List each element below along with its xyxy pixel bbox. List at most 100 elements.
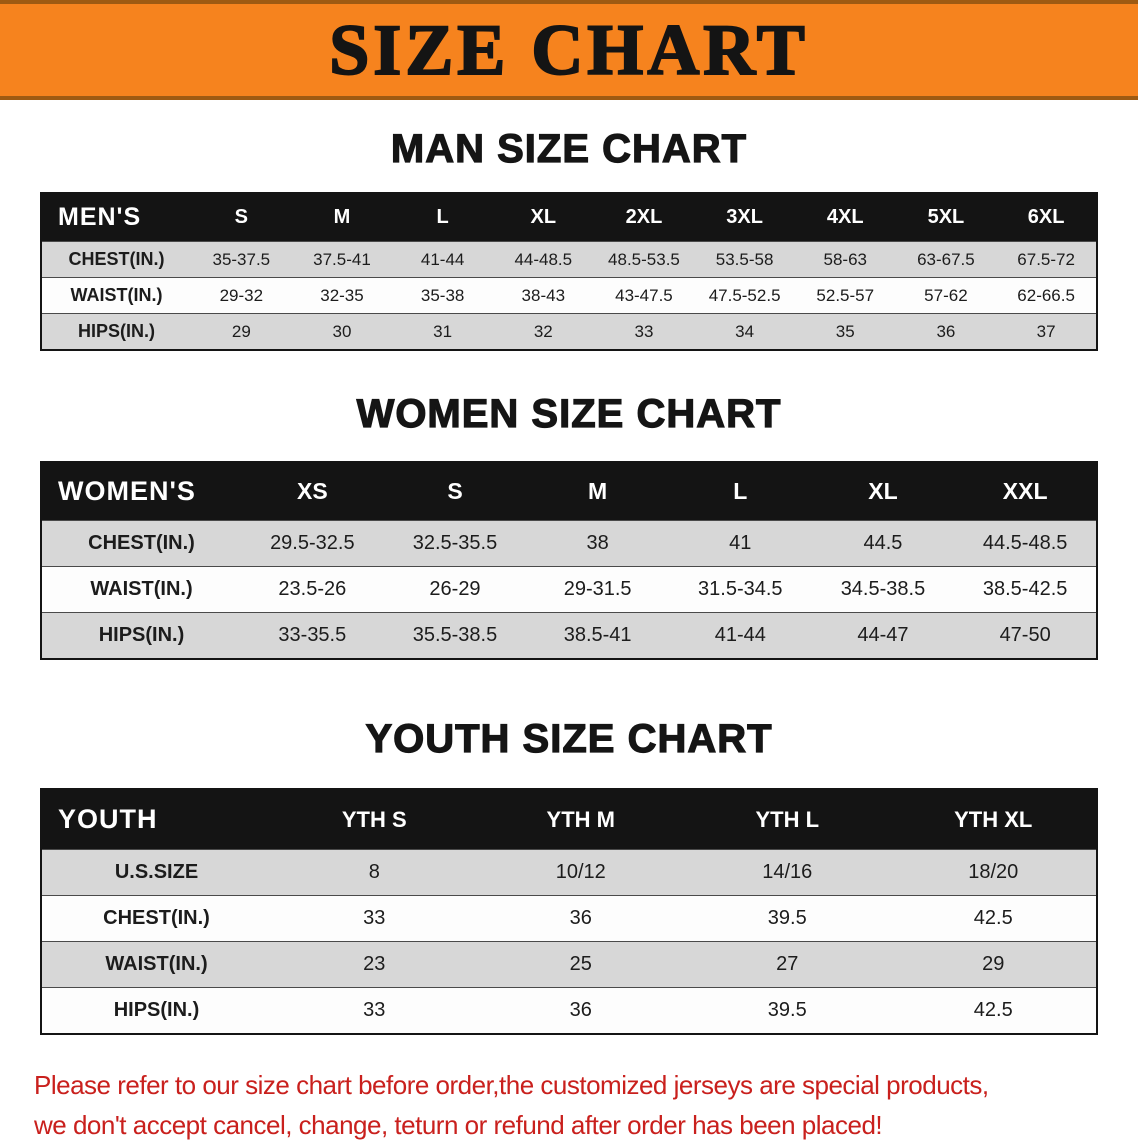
- size-cell: 57-62: [924, 285, 968, 305]
- row-label: WAIST(IN.): [70, 285, 163, 305]
- size-cell: 41: [729, 532, 752, 554]
- youth-section-heading: YOUTH SIZE CHART: [365, 716, 773, 761]
- men-size-column-header: S: [191, 193, 292, 242]
- size-cell: 29: [982, 953, 1005, 975]
- size-cell: 33-35.5: [278, 624, 347, 646]
- size-cell: 37.5-41: [313, 249, 371, 269]
- size-cell: 36: [569, 999, 592, 1021]
- size-cell: 29-31.5: [563, 578, 632, 600]
- size-cell: 39.5: [767, 907, 807, 929]
- size-cell: 36: [936, 321, 956, 341]
- women-section-heading: WOMEN SIZE CHART: [356, 391, 782, 436]
- size-cell: 33: [363, 907, 386, 929]
- size-cell: 33: [634, 321, 654, 341]
- size-cell: 33: [363, 999, 386, 1021]
- banner: SIZE CHART: [0, 0, 1138, 100]
- men-table-header-row: MEN'S S M L XL 2XL 3XL 4XL 5XL 6XL: [41, 193, 1097, 242]
- row-label: CHEST(IN.): [103, 907, 210, 929]
- size-cell: 30: [332, 321, 352, 341]
- youth-size-column-header: YTH S: [271, 789, 478, 850]
- size-cell: 38-43: [521, 285, 566, 305]
- women-chest-row: CHEST(IN.) 29.5-32.5 32.5-35.5 38 41 44.…: [41, 520, 1097, 567]
- women-size-column-header: L: [668, 462, 812, 521]
- youth-table-corner-label: YOUTH: [41, 789, 271, 850]
- row-label: WAIST(IN.): [105, 953, 208, 975]
- size-cell: 41-44: [420, 249, 465, 269]
- size-cell: 52.5-57: [816, 285, 875, 305]
- women-section: WOMEN SIZE CHART WOMEN'S XS S M L XL XXL…: [0, 391, 1138, 660]
- youth-section: YOUTH SIZE CHART YOUTH YTH S YTH M YTH L…: [0, 716, 1138, 1035]
- youth-size-column-header: YTH XL: [890, 789, 1097, 850]
- row-label: WAIST(IN.): [90, 578, 193, 600]
- size-cell: 31.5-34.5: [698, 578, 783, 600]
- row-label: U.S.SIZE: [114, 861, 199, 883]
- disclaimer-line-2: we don't accept cancel, change, teturn o…: [34, 1110, 883, 1141]
- size-cell: 25: [569, 953, 592, 975]
- men-waist-row: WAIST(IN.) 29-32 32-35 35-38 38-43 43-47…: [41, 277, 1097, 314]
- disclaimer-note: Please refer to our size chart before or…: [34, 1065, 1138, 1146]
- women-size-column-header: XS: [241, 462, 384, 521]
- size-cell: 35-38: [420, 285, 465, 305]
- size-cell: 18/20: [968, 861, 1019, 883]
- size-cell: 32: [533, 321, 553, 341]
- men-size-column-header: M: [291, 193, 393, 242]
- women-size-column-header: S: [383, 462, 527, 521]
- men-size-column-header: 5XL: [895, 193, 997, 242]
- size-cell: 47-50: [999, 624, 1051, 646]
- youth-size-column-header: YTH L: [684, 789, 891, 850]
- men-section: MAN SIZE CHART MEN'S S M L XL 2XL 3XL 4X…: [0, 126, 1138, 351]
- size-cell: 34.5-38.5: [840, 578, 926, 600]
- size-cell: 35: [835, 321, 855, 341]
- size-cell: 44-48.5: [514, 249, 573, 269]
- size-cell: 10/12: [555, 861, 606, 883]
- size-cell: 32-35: [320, 285, 364, 305]
- row-label: HIPS(IN.): [98, 624, 185, 646]
- size-cell: 58-63: [823, 249, 867, 269]
- size-cell: 37: [1036, 321, 1056, 341]
- size-cell: 48.5-53.5: [608, 249, 680, 269]
- row-label: HIPS(IN.): [113, 999, 200, 1021]
- women-table-corner-label: WOMEN'S: [41, 462, 241, 521]
- size-cell: 38.5-42.5: [982, 578, 1068, 600]
- size-cell: 42.5: [973, 907, 1013, 929]
- size-cell: 34: [735, 321, 755, 341]
- men-size-column-header: 3XL: [694, 193, 795, 242]
- men-size-column-header: L: [392, 193, 493, 242]
- size-cell: 42.5: [973, 999, 1013, 1021]
- size-cell: 44-47: [857, 624, 909, 646]
- size-cell: 27: [776, 953, 799, 975]
- size-cell: 29.5-32.5: [270, 532, 355, 554]
- size-cell: 29: [231, 321, 251, 341]
- women-hips-row: HIPS(IN.) 33-35.5 35.5-38.5 38.5-41 41-4…: [41, 612, 1097, 659]
- size-cell: 47.5-52.5: [708, 285, 781, 305]
- size-cell: 26-29: [429, 578, 481, 600]
- size-cell: 35-37.5: [212, 249, 271, 269]
- women-size-column-header: XL: [811, 462, 955, 521]
- size-cell: 32.5-35.5: [412, 532, 498, 554]
- men-size-table: MEN'S S M L XL 2XL 3XL 4XL 5XL 6XL CHEST…: [40, 192, 1098, 351]
- size-cell: 62-66.5: [1017, 285, 1075, 305]
- men-size-column-header: 4XL: [794, 193, 896, 242]
- men-size-column-header: 6XL: [996, 193, 1097, 242]
- size-cell: 43-47.5: [615, 285, 673, 305]
- size-cell: 63-67.5: [917, 249, 975, 269]
- row-label: HIPS(IN.): [77, 321, 155, 341]
- youth-ussize-row: U.S.SIZE 8 10/12 14/16 18/20: [41, 849, 1097, 896]
- page-title: SIZE CHART: [328, 10, 809, 90]
- women-size-column-header: XXL: [954, 462, 1097, 521]
- size-cell: 36: [569, 907, 592, 929]
- men-hips-row: HIPS(IN.) 29 30 31 32 33 34 35 36 37: [41, 313, 1097, 350]
- size-cell: 31: [433, 321, 453, 341]
- row-label: CHEST(IN.): [68, 249, 165, 269]
- men-chest-row: CHEST(IN.) 35-37.5 37.5-41 41-44 44-48.5…: [41, 241, 1097, 278]
- youth-waist-row: WAIST(IN.) 23 25 27 29: [41, 941, 1097, 988]
- youth-chest-row: CHEST(IN.) 33 36 39.5 42.5: [41, 895, 1097, 942]
- size-cell: 44.5: [863, 532, 903, 554]
- size-cell: 53.5-58: [715, 249, 774, 269]
- men-size-column-header: 2XL: [593, 193, 695, 242]
- row-label: CHEST(IN.): [88, 532, 195, 554]
- size-cell: 8: [368, 861, 380, 883]
- youth-hips-row: HIPS(IN.) 33 36 39.5 42.5: [41, 987, 1097, 1034]
- women-table-header-row: WOMEN'S XS S M L XL XXL: [41, 462, 1097, 521]
- men-size-column-header: XL: [492, 193, 594, 242]
